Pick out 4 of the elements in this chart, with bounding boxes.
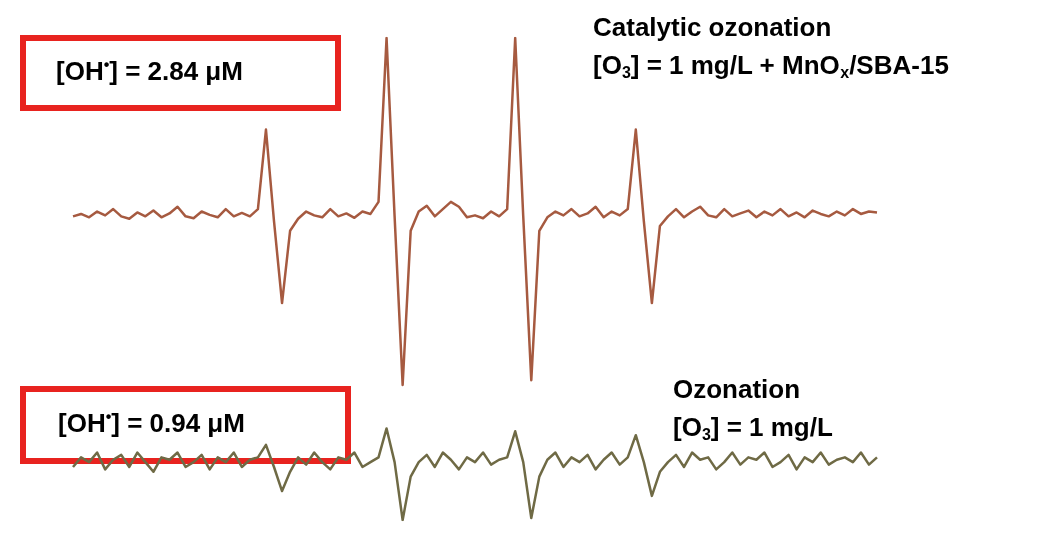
text: Catalytic ozonation: [593, 12, 832, 42]
annotation: [OH•] = 0.94 μM: [58, 407, 245, 438]
series-label: Ozonation: [673, 374, 801, 404]
annotation: [OH•] = 2.84 μM: [56, 55, 243, 86]
